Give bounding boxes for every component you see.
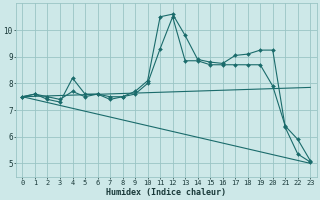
- X-axis label: Humidex (Indice chaleur): Humidex (Indice chaleur): [106, 188, 226, 197]
